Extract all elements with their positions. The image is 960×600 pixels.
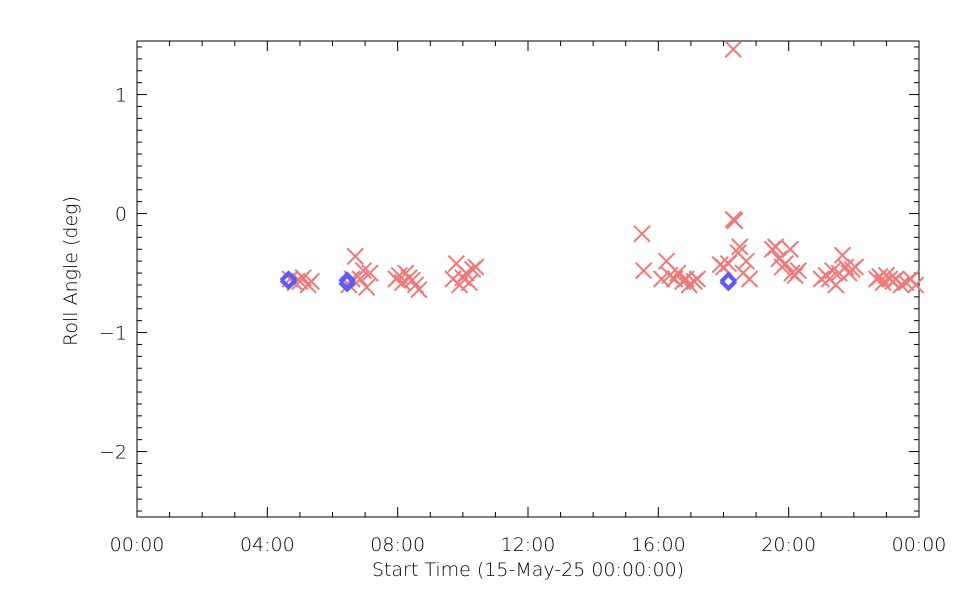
x-tick-label: 16:00 — [631, 534, 686, 556]
diamond-marker — [338, 271, 356, 289]
x-marker-stroke — [781, 240, 800, 258]
x-marker-stroke — [669, 264, 687, 282]
x-marker-stroke — [346, 247, 365, 266]
x-marker-stroke — [410, 281, 428, 299]
x-marker-stroke — [361, 264, 379, 282]
x-marker-stroke — [406, 276, 425, 294]
y-tick-label: −1 — [99, 323, 127, 345]
x-marker-stroke — [302, 272, 321, 291]
x-marker-stroke — [724, 40, 742, 59]
x-marker — [406, 276, 425, 294]
x-marker-stroke — [657, 252, 676, 270]
x-marker — [789, 261, 808, 280]
x-marker — [346, 247, 365, 266]
x-marker-stroke — [786, 266, 804, 285]
diamond-marker — [279, 272, 298, 291]
x-marker-stroke — [634, 261, 653, 280]
x-marker — [634, 261, 653, 280]
x-marker-stroke — [460, 273, 479, 292]
x-marker — [740, 270, 759, 288]
x-marker — [907, 276, 925, 294]
x-marker — [354, 261, 373, 280]
x-marker-stroke — [688, 270, 707, 288]
diamond-marker — [719, 273, 738, 292]
x-tick-label: 20:00 — [761, 534, 816, 556]
x-marker — [403, 271, 422, 289]
x-marker-stroke — [354, 261, 373, 280]
x-marker — [633, 225, 651, 243]
y-axis-title: Roll Angle (deg) — [60, 196, 82, 346]
x-marker-stroke — [892, 276, 910, 294]
x-marker-stroke — [907, 276, 925, 294]
x-marker — [361, 264, 379, 282]
x-marker — [688, 270, 707, 288]
x-marker-stroke — [358, 278, 376, 297]
x-marker — [776, 254, 795, 273]
axes: 00:00 04:00 08:00 12:00 16:00 20:00 00:00 1 0 −1 −… — [99, 40, 947, 556]
x-marker — [892, 276, 910, 294]
x-marker-stroke — [390, 266, 409, 285]
x-marker — [460, 273, 479, 292]
x-marker-stroke — [729, 244, 747, 262]
x-marker-stroke — [770, 250, 788, 268]
x-marker — [467, 258, 485, 276]
x-marker-stroke — [740, 270, 759, 288]
x-marker-stroke — [737, 252, 756, 270]
x-marker-stroke — [833, 246, 852, 264]
x-axis-title: Start Time (15-May-25 00:00:00) — [372, 559, 684, 581]
x-marker — [846, 258, 865, 276]
y-tick-label: 0 — [115, 204, 127, 226]
x-marker — [766, 238, 785, 256]
x-marker-stroke — [766, 238, 785, 256]
x-marker-stroke — [454, 269, 472, 287]
x-marker-stroke — [823, 261, 842, 280]
x-marker — [836, 258, 855, 276]
plot-frame — [136, 40, 920, 518]
x-marker-stroke — [871, 267, 889, 286]
diamond-marker — [279, 270, 298, 288]
x-marker-stroke — [846, 258, 865, 276]
x-tick-label: 12:00 — [501, 534, 556, 556]
x-tick-label: 00:00 — [110, 534, 165, 556]
x-marker-stroke — [776, 254, 795, 273]
x-marker — [724, 40, 742, 59]
x-marker — [823, 261, 842, 280]
y-tick-label: 1 — [115, 85, 127, 107]
x-tick-label: 08:00 — [370, 534, 425, 556]
x-marker — [302, 272, 321, 291]
x-marker — [737, 252, 756, 270]
x-marker-stroke — [403, 271, 422, 289]
x-marker — [871, 267, 889, 286]
x-tick-label: 04:00 — [240, 534, 295, 556]
x-tick-label: 00:00 — [892, 534, 947, 556]
x-marker — [726, 211, 744, 230]
data-marks — [279, 40, 925, 299]
x-marker-stroke — [467, 258, 485, 276]
x-marker-stroke — [731, 238, 749, 256]
x-marker-stroke — [726, 211, 744, 230]
x-marker — [410, 281, 428, 299]
x-marker-stroke — [294, 269, 312, 287]
y-tick-label: −2 — [99, 442, 127, 464]
x-marker — [781, 240, 800, 258]
x-marker-stroke — [633, 225, 651, 243]
diamond-marker — [338, 274, 356, 293]
x-marker-stroke — [447, 254, 466, 273]
diamond-marker — [719, 271, 738, 289]
x-marker — [786, 266, 804, 285]
x-marker-stroke — [789, 261, 808, 280]
x-marker — [358, 278, 376, 297]
x-marker — [731, 238, 749, 256]
